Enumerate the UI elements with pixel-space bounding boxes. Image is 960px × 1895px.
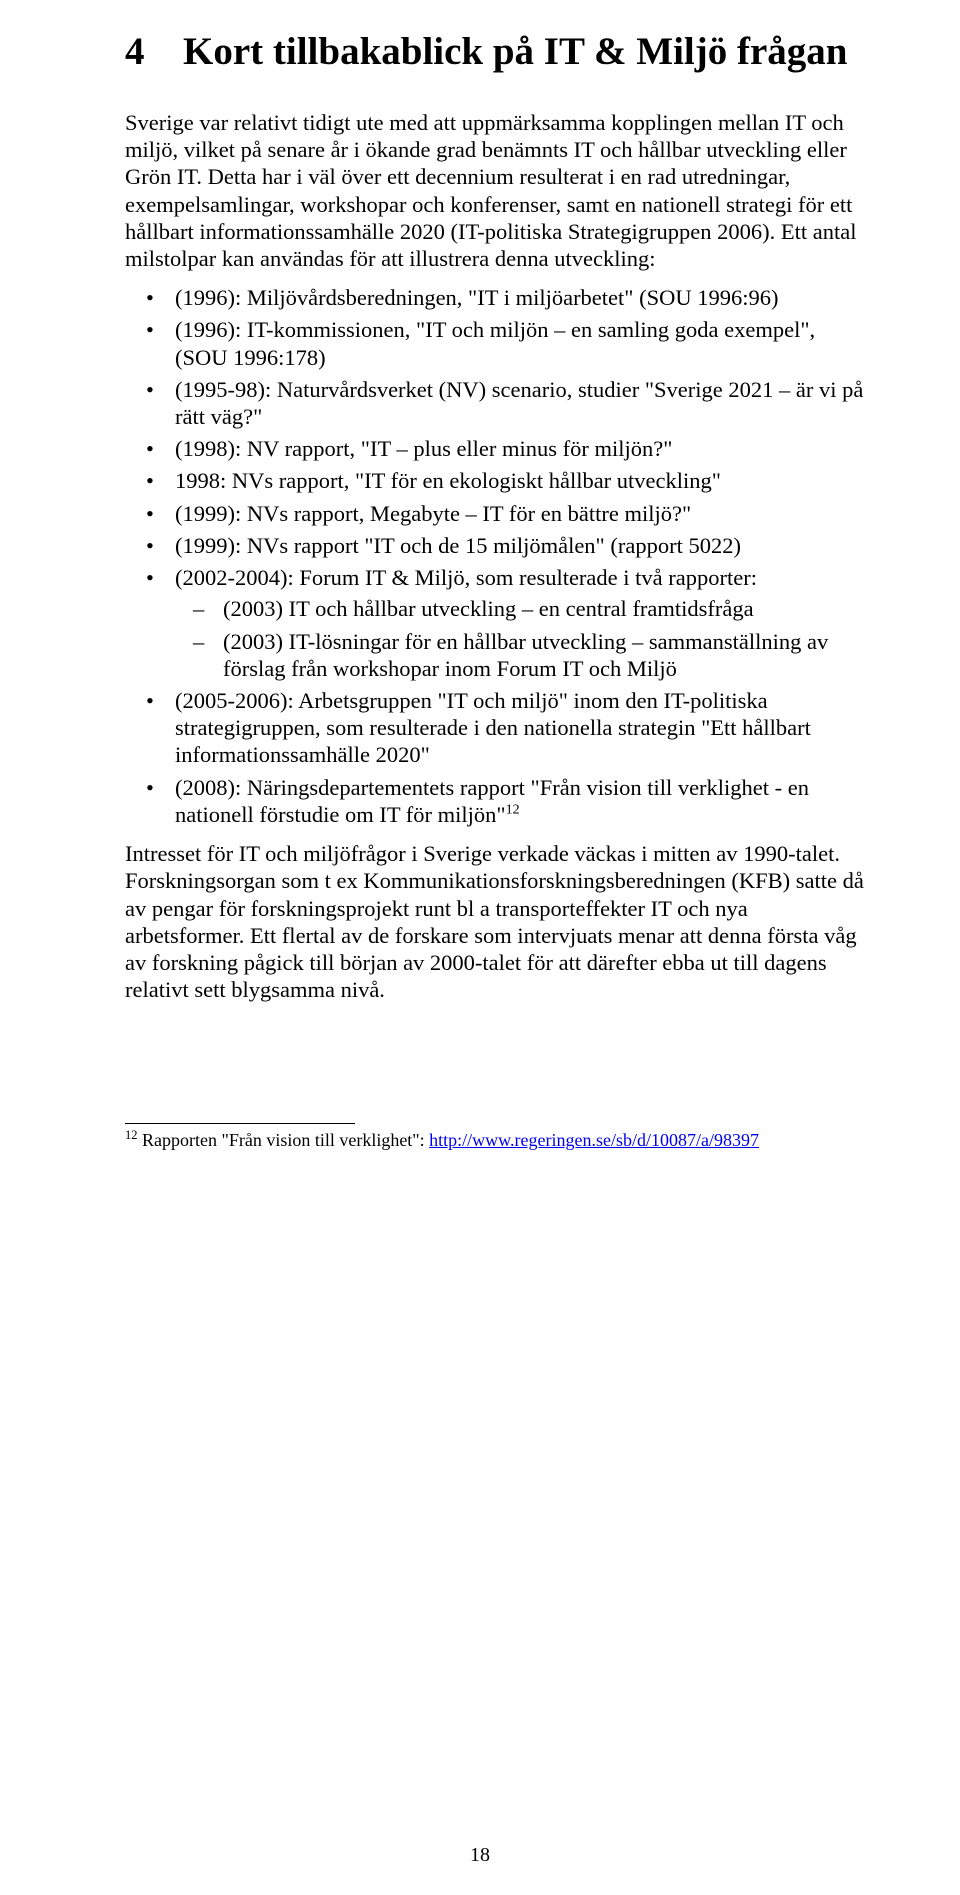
page-number: 18 [0, 1844, 960, 1867]
document-page: 4 Kort tillbakablick på IT & Miljö fråga… [0, 0, 960, 1895]
list-item: (1999): NVs rapport "IT och de 15 miljöm… [125, 532, 865, 559]
list-item: (2008): Näringsdepartementets rapport "F… [125, 774, 865, 828]
footnote-text: Rapporten "Från vision till verklighet": [138, 1130, 430, 1150]
sub-list-item: (2003) IT-lösningar för en hållbar utvec… [175, 628, 865, 682]
list-item: (1998): NV rapport, "IT – plus eller min… [125, 435, 865, 462]
sub-list: (2003) IT och hållbar utveckling – en ce… [175, 595, 865, 682]
list-item-text: (2008): Näringsdepartementets rapport "F… [175, 775, 809, 827]
footnote: 12 Rapporten "Från vision till verklighe… [125, 1129, 865, 1152]
list-item-text: (1996): Miljövårdsberedningen, "IT i mil… [175, 285, 778, 310]
list-item: 1998: NVs rapport, "IT för en ekologiskt… [125, 467, 865, 494]
heading-number: 4 [125, 30, 183, 75]
list-item-text: (1998): NV rapport, "IT – plus eller min… [175, 436, 672, 461]
list-item: (1996): Miljövårdsberedningen, "IT i mil… [125, 284, 865, 311]
list-item-text: (2002-2004): Forum IT & Miljö, som resul… [175, 565, 757, 590]
list-item-text: (1995-98): Naturvårdsverket (NV) scenari… [175, 377, 863, 429]
list-item: (1999): NVs rapport, Megabyte – IT för e… [125, 500, 865, 527]
list-item-text: (2005-2006): Arbetsgruppen "IT och miljö… [175, 688, 811, 767]
milestones-list: (1996): Miljövårdsberedningen, "IT i mil… [125, 284, 865, 828]
list-item: (2002-2004): Forum IT & Miljö, som resul… [125, 564, 865, 682]
list-item: (2005-2006): Arbetsgruppen "IT och miljö… [125, 687, 865, 769]
intro-paragraph: Sverige var relativt tidigt ute med att … [125, 109, 865, 272]
list-item-text: (1999): NVs rapport, Megabyte – IT för e… [175, 501, 691, 526]
list-item: (1996): IT-kommissionen, "IT och miljön … [125, 316, 865, 370]
footnote-separator [125, 1123, 355, 1124]
list-item: (1995-98): Naturvårdsverket (NV) scenari… [125, 376, 865, 430]
list-item-text: (1996): IT-kommissionen, "IT och miljön … [175, 317, 815, 369]
sub-list-item: (2003) IT och hållbar utveckling – en ce… [175, 595, 865, 622]
footnote-link[interactable]: http://www.regeringen.se/sb/d/10087/a/98… [429, 1130, 759, 1150]
footnote-ref: 12 [506, 802, 520, 817]
footnote-number: 12 [125, 1128, 138, 1142]
closing-paragraph: Intresset för IT och miljöfrågor i Sveri… [125, 840, 865, 1003]
heading-title: Kort tillbakablick på IT & Miljö frågan [183, 30, 848, 75]
list-item-text: 1998: NVs rapport, "IT för en ekologiskt… [175, 468, 721, 493]
list-item-text: (1999): NVs rapport "IT och de 15 miljöm… [175, 533, 741, 558]
section-heading: 4 Kort tillbakablick på IT & Miljö fråga… [125, 30, 865, 75]
